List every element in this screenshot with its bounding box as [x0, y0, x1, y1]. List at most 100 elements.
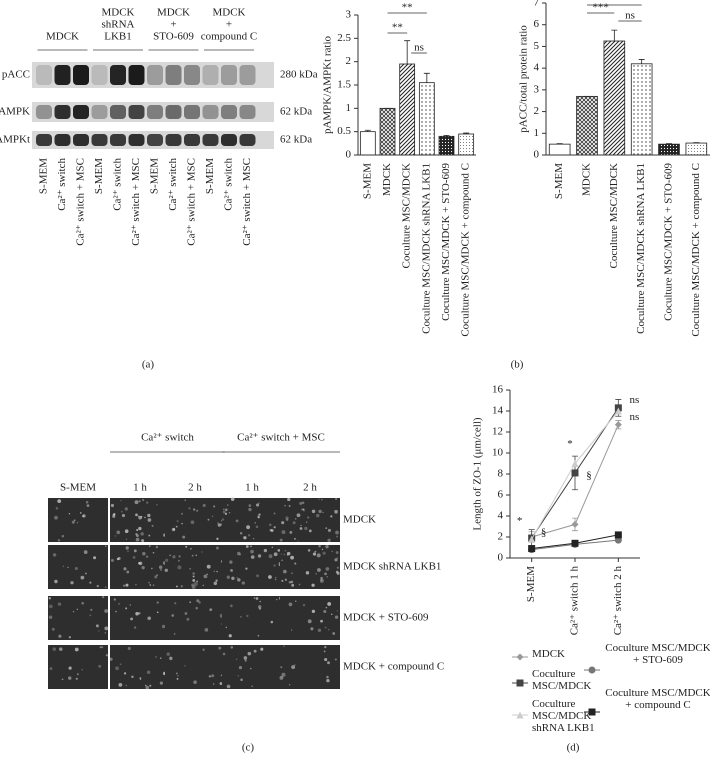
cell-speck: [193, 582, 198, 586]
cell-speck: [320, 579, 323, 582]
cell-speck: [311, 509, 316, 514]
cell-speck: [68, 676, 72, 680]
cell-speck: [156, 611, 159, 614]
cell-speck: [255, 503, 260, 507]
blot-band: [184, 134, 200, 146]
cell-speck: [125, 546, 129, 550]
cell-speck: [246, 614, 249, 618]
cell-speck: [328, 629, 330, 631]
blot-group-label: compound C: [201, 31, 258, 43]
cell-speck: [68, 636, 71, 639]
cell-speck: [287, 497, 291, 502]
cell-speck: [124, 507, 128, 511]
cell-speck: [141, 539, 145, 543]
cell-speck: [164, 568, 168, 572]
cell-speck: [283, 569, 287, 574]
cell-speck: [186, 617, 190, 621]
cell-speck: [132, 555, 136, 559]
cell-speck: [180, 512, 184, 515]
row-label: MDCK shRNA LKB1: [343, 561, 441, 573]
legend-label: Coculture MSC/MDCK + STO-609: [605, 642, 710, 666]
x-tick-label: Coculture MSC/MDCK: [608, 163, 620, 268]
cell-speck: [147, 513, 151, 518]
cell-speck: [196, 580, 199, 583]
micrograph: [48, 596, 108, 640]
cell-speck: [311, 609, 316, 614]
micrograph: [110, 596, 170, 640]
cell-speck: [253, 649, 257, 653]
cell-speck: [195, 554, 197, 557]
marker: [516, 711, 524, 719]
micrograph: [48, 498, 108, 542]
blot-size-label: 62 kDa: [280, 134, 312, 146]
cell-speck: [127, 646, 131, 651]
cell-speck: [133, 626, 137, 629]
error-bar: [404, 40, 411, 64]
cell-speck: [149, 584, 152, 586]
bar: [658, 143, 680, 156]
cell-speck: [204, 628, 209, 632]
cell-speck: [295, 600, 297, 602]
panel-label: (d): [567, 742, 580, 754]
cell-speck: [241, 581, 245, 585]
annotation: ***: [592, 2, 609, 14]
cell-speck: [229, 560, 233, 564]
cell-speck: [142, 551, 146, 556]
cell-speck: [90, 608, 93, 611]
cell-speck: [290, 580, 294, 584]
cell-speck: [86, 504, 90, 508]
legend-label: Coculture MSC/MDCK + STO-609: [605, 642, 710, 666]
bar: [418, 82, 435, 156]
cell-speck: [62, 565, 65, 567]
cell-speck: [246, 525, 251, 530]
cell-speck: [330, 515, 333, 518]
cell-speck: [308, 529, 312, 533]
cell-speck: [206, 573, 208, 575]
cell-speck: [112, 513, 116, 516]
cell-speck: [95, 624, 99, 628]
cell-speck: [174, 602, 177, 605]
cell-speck: [257, 554, 262, 558]
cell-speck: [288, 684, 291, 686]
cell-speck: [145, 685, 150, 690]
cell-speck: [263, 548, 268, 553]
cell-speck: [48, 597, 52, 600]
marker: [528, 535, 536, 543]
cell-speck: [223, 508, 225, 511]
micrograph: [165, 645, 225, 689]
lane-label: S-MEM: [149, 158, 161, 194]
cell-speck: [335, 498, 338, 501]
blot-band: [73, 134, 89, 146]
marker: [571, 460, 579, 467]
annotation: *: [517, 515, 523, 527]
cell-speck: [289, 531, 293, 534]
cell-speck: [144, 516, 146, 519]
y-tick-label: 4: [498, 510, 504, 522]
cell-speck: [68, 512, 71, 515]
legend-label: Coculture MSC/MDCK shRNA LKB1: [532, 698, 595, 734]
x-tick-label: Coculture MSC/MDCK shRNA LKB1: [635, 163, 647, 334]
cell-speck: [259, 600, 262, 603]
cell-speck: [323, 609, 327, 613]
x-tick-label: Coculture MSC/MDCK + STO-609: [440, 163, 452, 321]
column-label: S-MEM: [60, 482, 96, 494]
cell-speck: [135, 583, 137, 586]
cell-speck: [235, 519, 239, 523]
cell-speck: [217, 523, 222, 527]
cell-speck: [245, 545, 249, 548]
cell-speck: [171, 614, 175, 617]
cell-speck: [240, 678, 243, 682]
cell-speck: [279, 538, 283, 542]
lane-label: Ca²⁺ switch + MSC: [75, 158, 87, 246]
blot-group-label: MDCK: [46, 31, 79, 43]
cell-speck: [256, 574, 259, 578]
cell-speck: [207, 518, 210, 521]
micrograph: [48, 645, 108, 689]
bar: [379, 107, 396, 156]
cell-speck: [71, 520, 75, 524]
annotation: ns: [629, 394, 639, 406]
cell-speck: [216, 537, 219, 540]
cell-speck: [192, 572, 195, 575]
cell-speck: [177, 565, 182, 570]
